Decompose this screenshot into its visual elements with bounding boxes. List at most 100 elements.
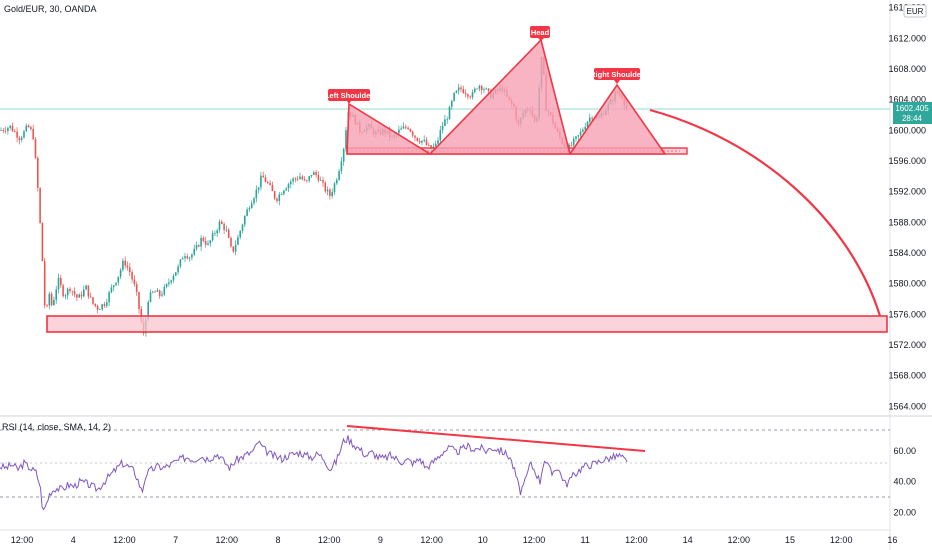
candle-body [133, 279, 136, 285]
candle-body [64, 295, 67, 297]
candle-body [303, 179, 306, 181]
candle-body [234, 244, 237, 252]
price-axis[interactable]: 1616.0001612.0001608.0001604.0001600.000… [888, 3, 926, 412]
candle-body [207, 243, 209, 245]
candle-body [462, 89, 465, 94]
time-tick-label: 16 [887, 535, 897, 545]
rsi-axis: 60.00 40.00 20.00 [893, 446, 916, 518]
time-tick-label: 11 [581, 535, 590, 545]
time-tick-label: 12:00 [625, 535, 648, 545]
right-shoulder-text: Right Shoulder [590, 70, 644, 79]
candle-body [237, 237, 239, 245]
candle-body [30, 127, 32, 130]
head-text: Head [531, 28, 550, 37]
head-label[interactable]: Head [530, 26, 550, 41]
time-tick-label: 12:00 [830, 535, 853, 545]
rsi-tick-label: 60.00 [893, 446, 916, 456]
candle-body [407, 127, 409, 130]
candle-body [53, 299, 55, 306]
right-shoulder-label[interactable]: Right Shoulder [590, 68, 644, 84]
candle-body [400, 128, 402, 130]
rsi-divergence-line[interactable] [346, 425, 646, 452]
price-tick-label: 1564.000 [888, 401, 926, 411]
candle-body [18, 137, 21, 140]
candle-body [11, 125, 14, 132]
candle-body [4, 130, 7, 132]
candle-body [138, 291, 140, 309]
candle-body [92, 297, 94, 304]
time-tick-label: 12:00 [523, 535, 546, 545]
candle-body [267, 182, 269, 183]
time-tick-label: 12:00 [11, 535, 34, 545]
candle-body [117, 276, 120, 283]
candle-body [248, 208, 251, 210]
candle-body [257, 187, 260, 190]
candle-body [253, 198, 255, 204]
time-tick-label: 15 [785, 535, 795, 545]
candle-body [572, 138, 575, 146]
price-tick-label: 1584.000 [888, 248, 926, 258]
support-zone[interactable] [46, 315, 888, 333]
candle-body [329, 189, 331, 196]
candle-body [62, 285, 64, 297]
candle-body [172, 275, 175, 281]
candle-body [2, 130, 5, 131]
candle-body [269, 182, 271, 185]
price-tick-label: 1596.000 [888, 156, 926, 166]
candle-body [294, 178, 297, 180]
left-shoulder-label[interactable]: Left Shoulder [325, 89, 373, 104]
time-axis[interactable]: 12:00 4 12:00 7 12:00 8 12:00 9 12:00 10 12:00 11 12… [11, 535, 898, 545]
candle-body [398, 129, 400, 134]
time-tick-label: 4 [71, 535, 76, 545]
projection-arc[interactable] [649, 108, 882, 317]
candle-body [20, 137, 23, 140]
candle-body [14, 131, 16, 133]
candle-body [241, 224, 244, 231]
candle-body [0, 130, 2, 131]
candle-body [156, 290, 159, 292]
left-shoulder-shape[interactable] [346, 102, 433, 155]
last-price-tag: 1602.405 28:44 [893, 102, 932, 124]
time-tick-label: 12:00 [113, 535, 136, 545]
price-tick-label: 1576.000 [888, 309, 926, 319]
time-tick-label: 12:00 [420, 535, 443, 545]
candle-body [55, 289, 57, 300]
candle-body [586, 121, 589, 127]
symbol-title: Gold/EUR, 30, OANDA [4, 4, 97, 14]
candle-body [448, 106, 451, 120]
candle-body [221, 221, 223, 224]
candle-body [338, 171, 340, 180]
candle-body [460, 87, 462, 90]
candle-body [421, 140, 423, 143]
head-shape[interactable] [428, 38, 572, 155]
candle-body [326, 189, 329, 192]
candle-body [48, 293, 51, 306]
time-tick-label: 12:00 [318, 535, 341, 545]
candle-body [46, 305, 48, 307]
price-tick-label: 1568.000 [888, 371, 926, 381]
time-tick-label: 10 [478, 535, 488, 545]
candle-body [276, 198, 278, 201]
candle-body [446, 119, 448, 121]
candle-body [43, 261, 46, 306]
candle-body [340, 161, 343, 172]
candle-body [71, 290, 74, 292]
candle-body [409, 129, 412, 132]
candle-body [186, 256, 189, 259]
price-tick-label: 1608.000 [888, 64, 926, 74]
candle-body [575, 136, 577, 139]
candle-body [278, 194, 281, 201]
candle-body [202, 237, 205, 242]
candle-body [184, 256, 186, 259]
candle-body [78, 294, 80, 298]
candle-body [83, 289, 85, 297]
candle-body [27, 125, 30, 128]
candle-body [218, 221, 221, 231]
candle-body [163, 286, 166, 295]
right-shoulder-shape[interactable] [568, 83, 667, 155]
currency-label: EUR [907, 7, 924, 16]
price-tick-label: 1588.000 [888, 217, 926, 227]
candle-body [200, 237, 202, 247]
candle-body [94, 303, 97, 306]
